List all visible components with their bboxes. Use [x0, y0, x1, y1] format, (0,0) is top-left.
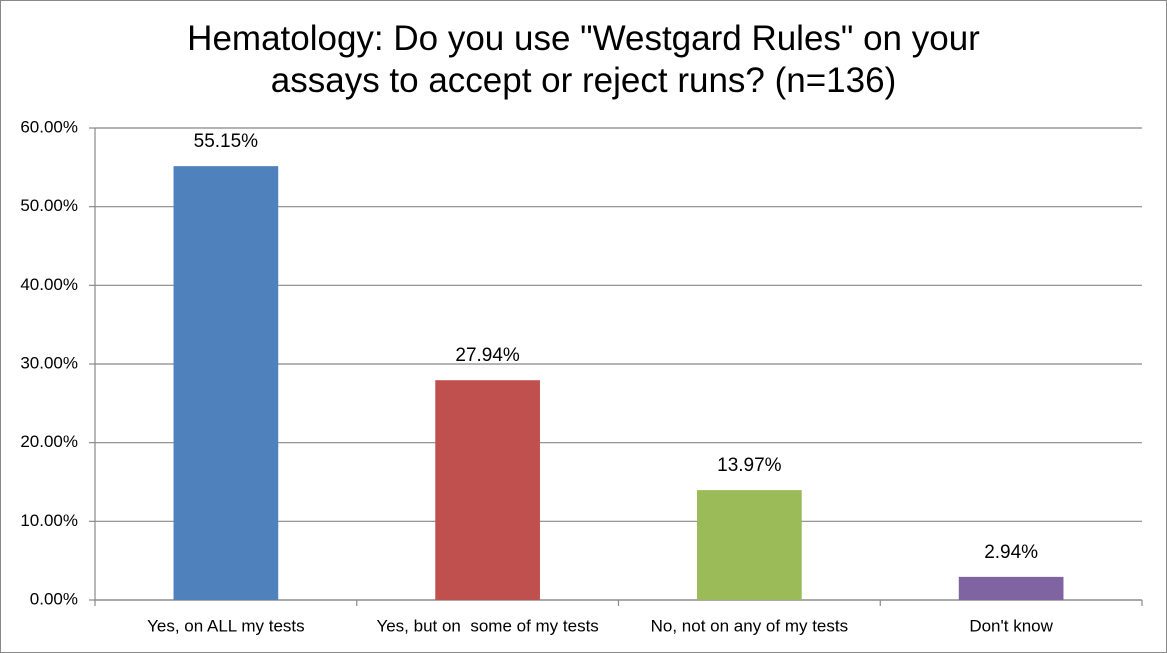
x-tick-label: Don't know [969, 616, 1053, 635]
bar [173, 166, 279, 601]
x-tick-label: No, not on any of my tests [651, 616, 848, 635]
x-tick-label: Yes, but on some of my tests [376, 616, 598, 635]
bar [697, 490, 802, 600]
value-label: 2.94% [984, 542, 1038, 563]
y-tick-label: 20.00% [20, 432, 78, 451]
y-tick-label: 0.00% [30, 589, 78, 608]
y-tick-label: 40.00% [20, 275, 78, 294]
value-label: 13.97% [717, 455, 782, 476]
value-label: 55.15% [194, 131, 259, 152]
bar [435, 380, 540, 600]
y-tick-label: 10.00% [20, 511, 78, 530]
y-tick-label: 50.00% [20, 196, 78, 215]
bar [958, 576, 1064, 600]
chart-title: Hematology: Do you use "Westgard Rules" … [187, 19, 980, 100]
y-tick-label: 60.00% [20, 117, 78, 136]
x-tick-label: Yes, on ALL my tests [147, 616, 305, 635]
value-label: 27.94% [455, 345, 520, 366]
y-tick-label: 30.00% [20, 353, 78, 372]
